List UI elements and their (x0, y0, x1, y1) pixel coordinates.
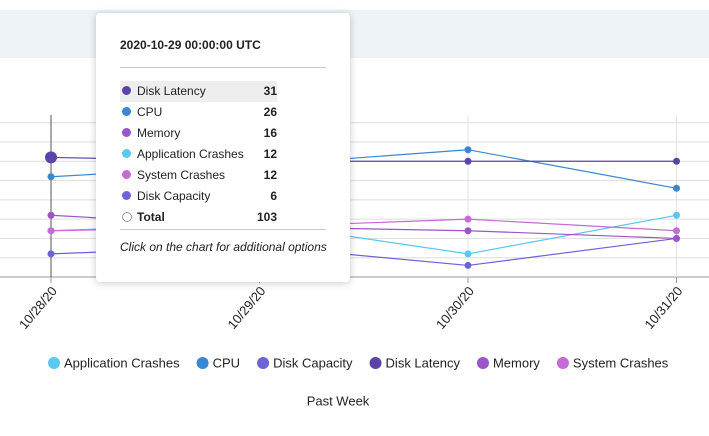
tooltip-series-name: Disk Latency (137, 84, 206, 98)
tooltip-series-name: System Crashes (137, 168, 226, 182)
tooltip-marker (122, 191, 131, 200)
legend-marker (369, 357, 382, 369)
tooltip-marker (122, 170, 131, 179)
tooltip-marker (122, 212, 132, 222)
data-point (47, 173, 55, 181)
data-point (47, 250, 55, 258)
x-tick-label: 10/29/20 (224, 283, 268, 331)
x-tick-label: 10/28/20 (16, 283, 60, 331)
legend-marker (196, 357, 209, 369)
tooltip-row: Application Crashes 12 (120, 144, 277, 165)
tooltip-value: 26 (263, 105, 277, 119)
tooltip-value: 12 (263, 168, 277, 182)
data-point (464, 146, 472, 154)
legend-label: Memory (493, 355, 540, 370)
x-tick-label: 10/31/20 (641, 283, 685, 331)
data-point (673, 157, 680, 165)
divider (120, 67, 326, 68)
data-point (673, 234, 680, 242)
tooltip-title: 2020-10-29 00:00:00 UTC (120, 38, 261, 52)
data-point (45, 151, 57, 164)
tooltip-value: 16 (263, 126, 277, 140)
tooltip-value: 12 (263, 147, 277, 161)
tooltip-series-name: Application Crashes (137, 147, 244, 161)
legend-marker (556, 357, 569, 369)
tooltip-series-name: Memory (137, 126, 181, 140)
tooltip-marker (122, 128, 131, 137)
legend-marker (48, 357, 60, 369)
data-point (464, 157, 472, 165)
tooltip-row: Memory 16 (120, 123, 277, 144)
tooltip-row: CPU 26 (120, 102, 277, 123)
tooltip-value: 6 (270, 189, 277, 203)
data-point (464, 261, 472, 269)
tooltip-note: Click on the chart for additional option… (120, 240, 327, 254)
data-point (673, 184, 680, 192)
tooltip-series-name: CPU (137, 105, 163, 119)
tooltip-marker (122, 149, 131, 158)
data-point (464, 227, 472, 235)
divider (120, 229, 326, 230)
data-point (464, 250, 472, 258)
legend-label: CPU (213, 355, 240, 370)
x-tick-label: 10/30/20 (433, 283, 477, 331)
legend-label: System Crashes (573, 355, 669, 370)
tooltip-marker (122, 86, 131, 95)
data-point (673, 227, 680, 235)
data-point (673, 211, 680, 219)
tooltip: 2020-10-29 00:00:00 UTC Click on the cha… (96, 13, 350, 282)
data-point (464, 215, 472, 223)
tooltip-row: Disk Capacity 6 (120, 186, 277, 207)
tooltip-series-name: Disk Capacity (137, 189, 211, 203)
legend-label: Disk Capacity (273, 355, 353, 370)
legend-marker (476, 357, 489, 369)
data-point (47, 227, 55, 235)
tooltip-total: 103 (256, 210, 277, 224)
legend-label: Disk Latency (386, 355, 461, 370)
tooltip-total-row: Total 103 (120, 207, 277, 228)
legend-label: Application Crashes (64, 355, 180, 370)
tooltip-value: 31 (263, 84, 277, 98)
tooltip-row: System Crashes 12 (120, 165, 277, 186)
x-axis-label: Past Week (307, 393, 370, 408)
tooltip-row: Disk Latency 31 (120, 81, 277, 102)
tooltip-marker (122, 107, 131, 116)
data-point (47, 211, 55, 219)
tooltip-total-label: Total (137, 210, 165, 224)
legend-marker (257, 357, 270, 369)
